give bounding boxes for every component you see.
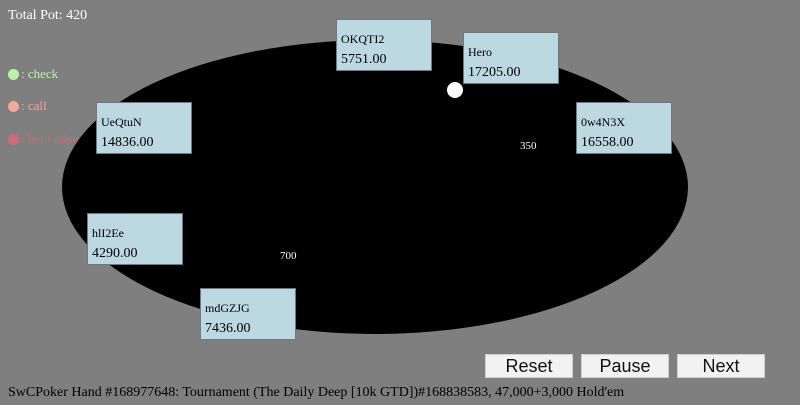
- player-stack: 16558.00: [581, 135, 634, 150]
- seat-hero: Hero 17205.00: [463, 32, 559, 84]
- legend-check: : check: [8, 66, 58, 82]
- seat-okqti2: OKQTI2 5751.00: [336, 19, 432, 71]
- player-name: mdGZJG: [205, 301, 250, 315]
- seat-hii2ee: hlI2Ee 4290.00: [87, 213, 183, 265]
- player-stack: 7436.00: [205, 321, 251, 336]
- seat-ow4n3x: 0w4N3X 16558.00: [576, 102, 672, 154]
- legend-bet-raise: : bet / raise: [8, 131, 78, 147]
- player-name: UeQtuN: [101, 115, 142, 129]
- pause-button[interactable]: Pause: [581, 354, 669, 378]
- bet-raise-dot-icon: [8, 133, 19, 145]
- player-name: Hero: [468, 45, 492, 59]
- hand-info: SwCPoker Hand #168977648: Tournament (Th…: [8, 385, 625, 400]
- player-stack: 4290.00: [92, 246, 138, 261]
- player-stack: 17205.00: [468, 65, 521, 80]
- dealer-button-icon: [447, 82, 463, 98]
- bet-amount-right: 350: [520, 140, 537, 152]
- call-dot-icon: [8, 100, 19, 112]
- poker-table: [62, 40, 688, 334]
- legend-bet-raise-label: : bet / raise: [21, 131, 79, 146]
- player-stack: 14836.00: [101, 135, 154, 150]
- seat-mdgzjg: mdGZJG 7436.00: [200, 288, 296, 340]
- player-name: OKQTI2: [341, 32, 385, 46]
- player-name: hlI2Ee: [92, 226, 124, 240]
- seat-ueqtun: UeQtuN 14836.00: [96, 102, 192, 154]
- player-name: 0w4N3X: [581, 115, 625, 129]
- next-button[interactable]: Next: [677, 354, 765, 378]
- legend-call-label: : call: [21, 98, 47, 113]
- bet-amount-left: 700: [280, 250, 297, 262]
- total-pot: Total Pot: 420: [8, 8, 88, 23]
- check-dot-icon: [8, 68, 19, 80]
- legend-call: : call: [8, 98, 47, 114]
- legend-check-label: : check: [21, 66, 59, 81]
- player-stack: 5751.00: [341, 52, 387, 67]
- reset-button[interactable]: Reset: [485, 354, 573, 378]
